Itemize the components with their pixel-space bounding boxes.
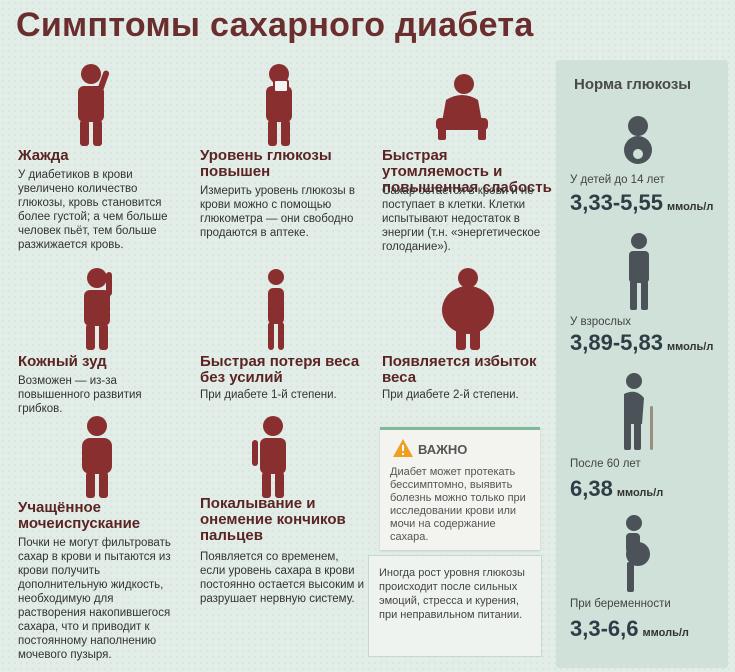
note-text: Иногда рост уровня глюкозы происходит по… [379,567,525,621]
person-urination-icon [82,416,112,498]
symptom-text: При диабете 1-й степени. [200,389,337,401]
norm-value: 3,89-5,83 ммоль/л [570,330,714,355]
symptom-itching: Кожный зуд Возможен — из-за повышенного … [16,262,196,415]
symptom-urination: Учащённое мочеиспускание Почки не могут … [16,412,196,670]
norm-children: У детей до 14 лет 3,33-5,55 ммоль/л [556,110,728,230]
symptom-title: Быстрая утомляемость и повышенная слабос… [382,147,552,196]
person-drinking-icon [78,64,110,146]
symptom-tingling: Покалывание и онемение кончиков пальцев … [198,412,373,642]
person-fingers-icon [252,416,286,498]
symptom-text: Возможен — из-за повышенного развития гр… [18,375,142,415]
symptom-title: Быстрая потеря веса без усилий [200,353,360,386]
symptom-title: Покалывание и онемение кончиков пальцев [200,495,346,544]
symptom-text: Почки не могут фильтровать сахар в крови… [18,537,171,661]
norm-value: 3,33-5,55 ммоль/л [570,190,714,215]
symptom-glucose: Уровень глюкозы повышен Измерить уровень… [198,58,373,258]
symptom-text: Измерить уровень глюкозы в крови можно с… [200,185,355,239]
glucose-norms-panel: Норма глюкозы У детей до 14 лет 3,33-5,5… [556,60,728,668]
symptom-text: Сахар остается в крови и не поступает в … [382,185,541,253]
norm-value: 6,38 ммоль/л [570,476,664,501]
pregnant-woman-icon [626,515,650,592]
norm-elderly: После 60 лет 6,38 ммоль/л [556,370,728,510]
person-glucometer-icon [266,64,292,146]
norm-label: У взрослых [570,316,632,328]
symptom-text: У диабетиков в крови увеличено количеств… [18,169,168,251]
overweight-person-icon [442,268,494,350]
adult-icon [629,233,649,310]
symptom-thirst: Жажда У диабетиков в крови увеличено кол… [16,58,196,258]
norm-label: При беременности [570,598,671,610]
warning-title: ВАЖНО [418,442,468,457]
norm-label: После 60 лет [570,458,641,470]
symptom-title: Жажда [18,147,69,164]
norm-label: У детей до 14 лет [570,174,665,186]
norms-title: Норма глюкозы [574,76,692,93]
norm-pregnancy: При беременности 3,3-6,6 ммоль/л [556,512,728,662]
symptom-title: Учащённое мочеиспускание [18,499,141,532]
warning-text: Диабет может протекать бессимптомно, выя… [390,466,526,543]
warning-box: ВАЖНО Диабет может протекать бессимптомн… [380,427,540,550]
symptom-title: Появляется избыток веса [382,353,537,386]
symptom-fatigue: Быстрая утомляемость и повышенная слабос… [380,58,555,258]
thin-person-icon [268,269,284,350]
warning-icon [393,439,413,457]
elderly-icon [624,373,653,450]
symptom-title: Кожный зуд [18,353,107,370]
symptom-weight-gain: Появляется избыток веса При диабете 2-й … [380,262,555,412]
symptom-weight-loss: Быстрая потеря веса без усилий При диабе… [198,262,373,412]
page-title: Симптомы сахарного диабета [16,6,534,44]
symptom-text: Появляется со временем, если уровень сах… [200,551,365,605]
symptom-text: При диабете 2-й степени. [382,389,519,401]
baby-icon [624,116,652,164]
symptom-title: Уровень глюкозы повышен [200,147,332,180]
note-box: Иногда рост уровня глюкозы происходит по… [368,555,542,657]
norm-value: 3,3-6,6 ммоль/л [570,616,689,641]
tired-person-icon [436,74,488,140]
norm-adults: У взрослых 3,89-5,83 ммоль/л [556,230,728,360]
person-scratching-icon [84,268,112,350]
